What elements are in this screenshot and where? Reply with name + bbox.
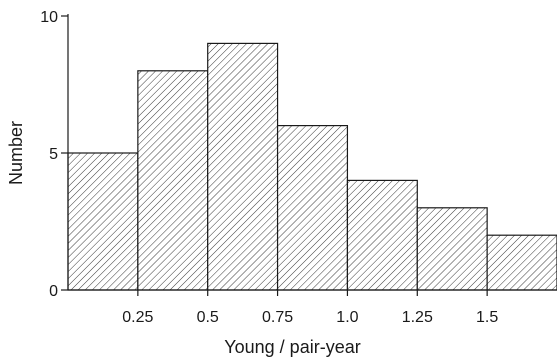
bars-group xyxy=(67,42,557,291)
x-tick-label: 1.5 xyxy=(476,309,498,326)
y-tick-label: 10 xyxy=(40,9,58,26)
x-tick-label: 0.25 xyxy=(122,309,153,326)
histogram-bar-5 xyxy=(346,179,418,291)
histogram-bar-2 xyxy=(137,70,209,291)
x-tick-label: 1.0 xyxy=(336,309,358,326)
y-tick-label: 0 xyxy=(49,283,58,300)
x-tick-label: 0.75 xyxy=(262,309,293,326)
histogram-bar-4 xyxy=(276,124,349,291)
y-axis-title: Number xyxy=(6,121,26,185)
histogram-bar-6 xyxy=(416,207,488,291)
x-tick-label: 1.25 xyxy=(402,309,433,326)
histogram-bar-7 xyxy=(486,234,557,291)
y-ticks-group: 0 5 10 xyxy=(40,9,68,300)
histogram-bar-1 xyxy=(67,152,139,291)
x-axis-title: Young / pair-year xyxy=(224,337,360,357)
x-tick-label: 0.5 xyxy=(197,309,219,326)
y-tick-label: 5 xyxy=(49,146,58,163)
axes-group xyxy=(67,14,557,291)
histogram-bar-3 xyxy=(207,42,279,291)
x-ticks-group: 0.25 0.5 0.75 1.0 1.25 1.5 xyxy=(122,290,498,326)
